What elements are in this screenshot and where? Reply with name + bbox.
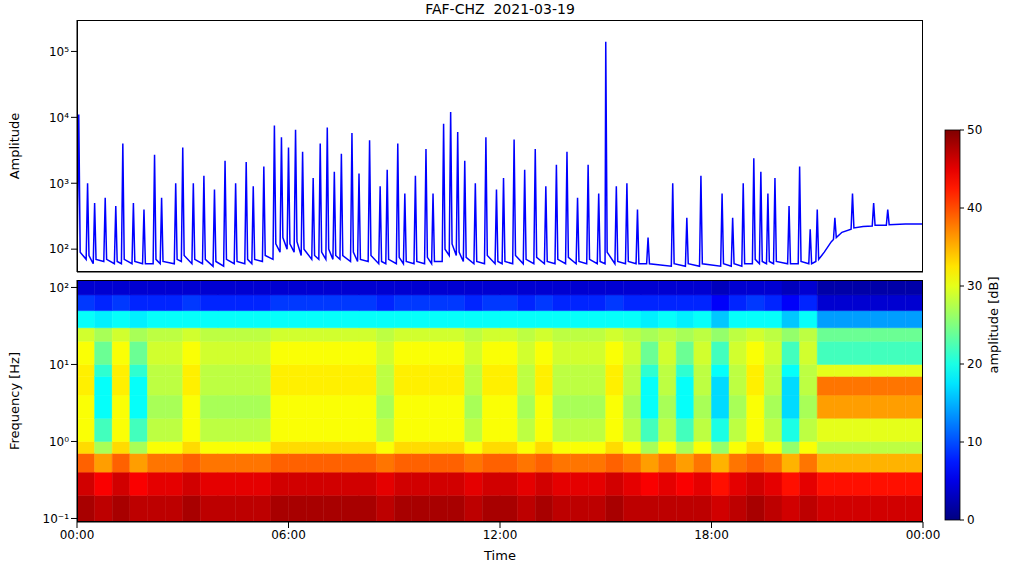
- svg-text:20: 20: [967, 357, 982, 371]
- svg-text:10²: 10²: [49, 281, 69, 295]
- svg-text:10²: 10²: [49, 242, 69, 256]
- svg-text:10¹: 10¹: [49, 358, 69, 372]
- svg-text:0: 0: [967, 513, 975, 527]
- svg-text:10⁴: 10⁴: [49, 111, 69, 125]
- svg-text:10: 10: [967, 435, 982, 449]
- svg-text:10⁵: 10⁵: [49, 45, 69, 59]
- svg-text:Amplitude: Amplitude: [7, 113, 22, 180]
- html-text:FAF-CHZ 2021-03-19: FAF-CHZ 2021-03-19: [425, 1, 575, 17]
- svg-text:06:00: 06:00: [271, 528, 306, 542]
- svg-text:12:00: 12:00: [483, 528, 518, 542]
- svg-text:amplitude [dB]: amplitude [dB]: [986, 276, 1001, 373]
- svg-text:Time: Time: [483, 548, 516, 562]
- svg-text:30: 30: [967, 279, 982, 293]
- svg-text:00:00: 00:00: [906, 528, 941, 542]
- svg-text:10³: 10³: [49, 177, 69, 191]
- svg-text:10⁰: 10⁰: [49, 435, 69, 449]
- svg-text:10⁻¹: 10⁻¹: [43, 512, 70, 526]
- svg-text:18:00: 18:00: [694, 528, 729, 542]
- svg-text:50: 50: [967, 123, 982, 137]
- svg-text:00:00: 00:00: [60, 528, 95, 542]
- svg-text:40: 40: [967, 201, 982, 215]
- svg-text:Frequency [Hz]: Frequency [Hz]: [7, 352, 22, 450]
